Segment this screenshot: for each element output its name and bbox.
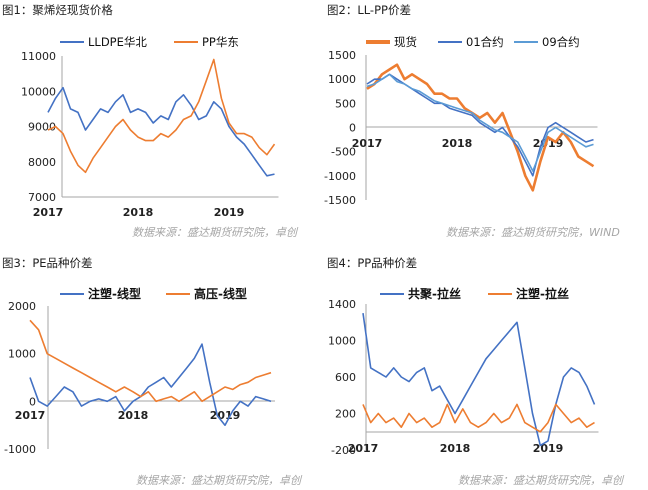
y-tick-label: -500	[331, 146, 356, 159]
series-line-2	[29, 319, 272, 403]
legend-label: 共聚-拉丝	[408, 286, 461, 301]
y-tick-label: -1000	[324, 170, 356, 183]
x-tick-label: 2017	[348, 442, 379, 455]
legend-label: PP华东	[202, 35, 239, 49]
series-line-1	[47, 86, 275, 177]
x-tick-label: 2017	[15, 409, 46, 422]
y-tick-label: 0	[29, 395, 36, 408]
chart-3-svg: 2000 1000 0 -1000 2017 2018 2019 注塑-线型 高压-线型	[4, 286, 275, 456]
series-line-2	[366, 73, 594, 177]
y-tick-label: 9000	[28, 121, 56, 134]
y-tick-label: 10000	[21, 85, 56, 98]
x-tick-label: 2018	[118, 409, 149, 422]
y-tick-label: -200	[331, 444, 356, 457]
y-tick-label: 1400	[328, 298, 356, 311]
x-tick-label: 2017	[352, 137, 383, 150]
figure-1-title: 图1：聚烯烃现货价格	[2, 3, 113, 17]
figure-3-source: 数据来源：盛达期货研究院，卓创	[136, 474, 301, 487]
legend-label: LLDPE华北	[88, 35, 147, 49]
legend-label: 01合约	[466, 35, 504, 49]
figure-4-source: 数据来源：盛达期货研究院，卓创	[458, 474, 623, 487]
series-line-2	[362, 403, 595, 433]
figure-2-title: 图2：LL-PP价差	[327, 3, 411, 17]
legend-label: 注塑-线型	[88, 286, 141, 301]
legend-label: 高压-线型	[194, 286, 247, 301]
y-tick-label: 2000	[8, 300, 36, 313]
y-tick-label: 1500	[328, 49, 356, 62]
x-tick-label: 2018	[442, 137, 473, 150]
y-tick-label: 200	[335, 408, 356, 421]
series-line-3	[366, 73, 594, 172]
x-tick-label: 2018	[440, 442, 471, 455]
y-tick-label: 500	[335, 97, 356, 110]
legend-label: 注塑-拉丝	[516, 286, 569, 301]
series-line-1	[29, 343, 272, 426]
chart-1-svg: 11000 10000 9000 8000 7000 2017 2018 2019 LLDPE华…	[21, 35, 279, 219]
y-tick-label: -1500	[324, 194, 356, 207]
y-tick-label: 1000	[328, 335, 356, 348]
figure-4-title: 图4：PP品种价差	[327, 256, 418, 270]
series-line-1	[366, 63, 595, 192]
y-tick-label: -1000	[4, 443, 36, 456]
x-tick-label: 2018	[123, 206, 154, 219]
series-line-2	[47, 58, 276, 174]
y-tick-label: 7000	[28, 191, 56, 204]
y-tick-label: 11000	[21, 50, 56, 63]
figure-1-source: 数据来源：盛达期货研究院，卓创	[132, 226, 297, 239]
y-tick-label: 1000	[328, 73, 356, 86]
y-tick-label: 8000	[28, 156, 56, 169]
series-line-1	[362, 312, 596, 447]
x-tick-label: 2019	[533, 442, 564, 455]
y-tick-label: 1000	[8, 348, 36, 361]
x-tick-label: 2019	[210, 409, 241, 422]
y-tick-label: 0	[349, 122, 356, 135]
figure-2-source: 数据来源：盛达期货研究院，WIND	[446, 226, 620, 239]
y-tick-label: 600	[335, 371, 356, 384]
legend-label: 现货	[394, 35, 417, 49]
x-tick-label: 2017	[33, 206, 64, 219]
legend-label: 09合约	[542, 35, 580, 49]
figure-3-title: 图3：PE品种价差	[2, 256, 93, 270]
x-tick-label: 2019	[214, 206, 245, 219]
